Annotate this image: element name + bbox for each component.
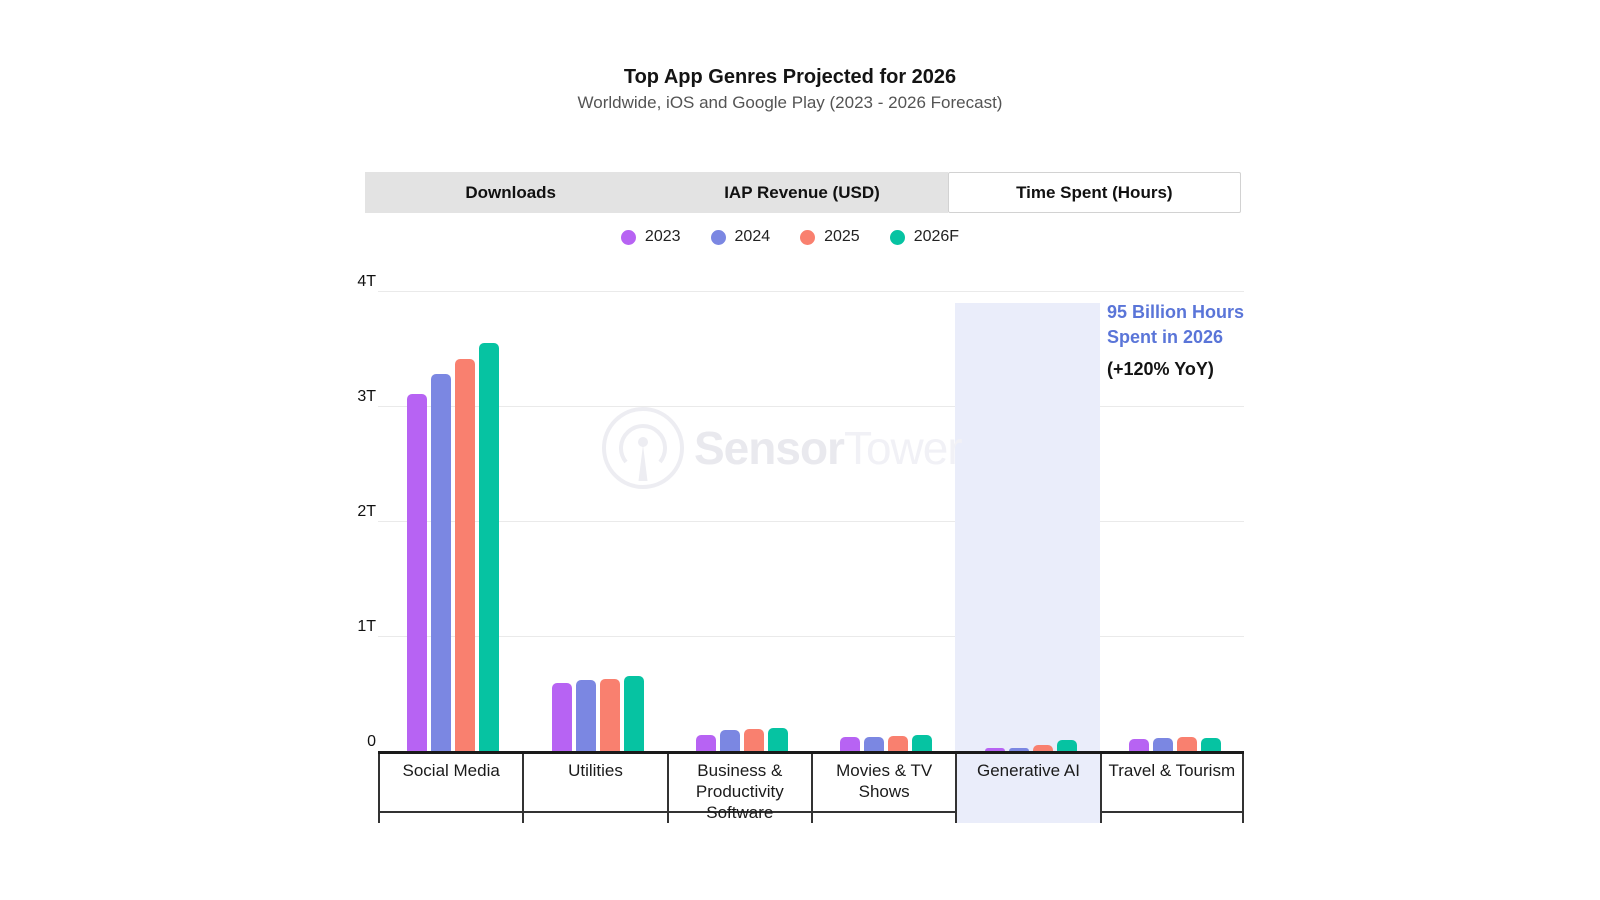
bar-social-media-2026f <box>479 343 500 751</box>
legend-dot-2026f <box>889 229 905 245</box>
bar-travel-tourism-2026f <box>1200 738 1221 751</box>
legend-dot-2024 <box>710 229 726 245</box>
metric-tab-bar: Downloads IAP Revenue (USD) Time Spent (Ho… <box>365 172 1241 213</box>
chart-legend: 2023 2024 2025 2026F <box>0 228 1580 246</box>
y-axis-tick-0: 0 <box>367 733 376 750</box>
legend-label: 2026F <box>913 228 960 245</box>
legend-label: 2024 <box>734 228 771 245</box>
bar-utilities-2025 <box>599 679 620 751</box>
bar-utilities-2026f <box>623 676 644 751</box>
bar-business-productivity-software-2024 <box>719 730 740 751</box>
bar-business-productivity-software-2026f <box>767 728 788 751</box>
bar-generative-ai-2025 <box>1032 745 1053 751</box>
highlight-band-generative-ai <box>955 303 1100 751</box>
bar-travel-tourism-2023 <box>1128 739 1149 751</box>
category-label-travel-tourism: Travel & Tourism <box>1099 753 1244 823</box>
legend-dot-2023 <box>620 229 636 245</box>
bar-social-media-2025 <box>455 359 476 751</box>
watermark-sensor: Sensor <box>694 422 845 474</box>
legend-label: 2023 <box>644 228 681 245</box>
sensor-tower-logo-icon <box>602 407 684 489</box>
bar-business-productivity-software-2025 <box>743 729 764 751</box>
bar-generative-ai-2026f <box>1056 740 1077 751</box>
watermark-text: SensorTower <box>694 421 963 475</box>
generative-ai-annotation: 95 Billion Hours Spent in 2026 (+120% Yo… <box>1107 300 1287 380</box>
bar-movies-tv-shows-2023 <box>840 737 861 751</box>
legend-item-2023[interactable]: 2023 <box>620 228 681 246</box>
legend-dot-2025 <box>800 229 816 245</box>
bar-movies-tv-shows-2024 <box>864 737 885 751</box>
bar-travel-tourism-2024 <box>1152 738 1173 751</box>
bar-generative-ai-2023 <box>984 748 1005 751</box>
category-label-social-media: Social Media <box>378 753 522 823</box>
category-label-business-productivity-software: Business & Productivity Software <box>666 753 811 823</box>
gridline-4T <box>378 291 1244 292</box>
bar-travel-tourism-2025 <box>1176 737 1197 751</box>
legend-label: 2025 <box>824 228 860 245</box>
gridline-2T <box>378 521 1244 522</box>
category-axis-row: Social Media Utilities Business & Productiv… <box>378 753 1244 823</box>
y-axis-tick-2T: 2T <box>357 503 376 520</box>
category-label-movies-tv-shows: Movies & TV Shows <box>810 753 955 823</box>
y-axis-tick-3T: 3T <box>357 388 376 405</box>
bar-utilities-2024 <box>575 680 596 751</box>
legend-item-2024[interactable]: 2024 <box>710 228 771 246</box>
bar-movies-tv-shows-2025 <box>888 736 909 751</box>
bar-social-media-2024 <box>431 374 452 751</box>
y-axis-tick-4T: 4T <box>357 273 376 290</box>
annotation-highlight-text: 95 Billion Hours Spent in 2026 <box>1107 302 1245 347</box>
tab-time-spent-hours[interactable]: Time Spent (Hours) <box>947 172 1241 213</box>
page-title: Top App Genres Projected for 2026 <box>623 66 957 88</box>
gridline-3T <box>378 406 1244 407</box>
x-axis-line <box>378 751 1244 754</box>
category-label-generative-ai: Generative AI <box>955 753 1100 823</box>
gridline-1T <box>378 636 1244 637</box>
tab-iap-revenue-usd[interactable]: IAP Revenue (USD) <box>656 172 948 213</box>
category-label-utilities: Utilities <box>522 753 666 823</box>
annotation-yoy-text: (+120% YoY) <box>1107 359 1214 379</box>
legend-item-2026f[interactable]: 2026F <box>889 228 960 246</box>
page-subtitle: Worldwide, iOS and Google Play (2023 - 2… <box>577 93 1003 112</box>
bar-generative-ai-2024 <box>1008 748 1029 751</box>
bar-business-productivity-software-2023 <box>695 735 716 751</box>
bar-movies-tv-shows-2026f <box>912 735 933 751</box>
watermark-tower: Tower <box>843 422 963 474</box>
bar-utilities-2023 <box>551 683 572 751</box>
legend-item-2025[interactable]: 2025 <box>800 228 860 246</box>
sensor-tower-watermark: SensorTower <box>600 405 963 491</box>
y-axis-tick-1T: 1T <box>357 618 376 635</box>
bar-social-media-2023 <box>407 394 428 751</box>
tab-downloads[interactable]: Downloads <box>365 172 657 213</box>
